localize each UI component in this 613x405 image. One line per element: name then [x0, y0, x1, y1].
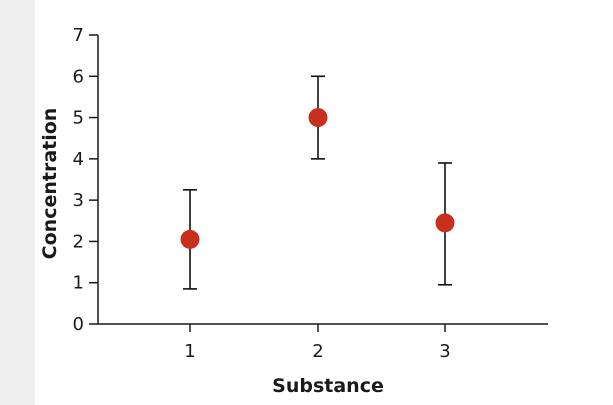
- left-margin-band: [0, 0, 35, 405]
- y-tick-label: 1: [73, 273, 84, 294]
- y-tick-label: 0: [73, 314, 84, 335]
- y-tick-label: 3: [73, 190, 84, 211]
- y-tick-label: 6: [73, 66, 84, 87]
- y-tick-label: 7: [73, 25, 84, 46]
- y-axis-label: Concentration: [39, 108, 61, 260]
- x-tick-label: 2: [312, 341, 323, 362]
- axes: 0 1 2 3 4 5 6 7 1 2 3: [73, 25, 548, 362]
- data-point: [435, 213, 455, 233]
- data-point: [308, 108, 328, 128]
- data-marks: [180, 75, 455, 290]
- x-tick-label: 1: [184, 341, 195, 362]
- x-axis-label: Substance: [272, 375, 384, 397]
- y-tick-label: 5: [73, 108, 84, 129]
- x-tick-label: 3: [439, 341, 450, 362]
- data-point: [180, 229, 200, 249]
- y-tick-label: 4: [73, 149, 84, 170]
- y-tick-label: 2: [73, 231, 84, 252]
